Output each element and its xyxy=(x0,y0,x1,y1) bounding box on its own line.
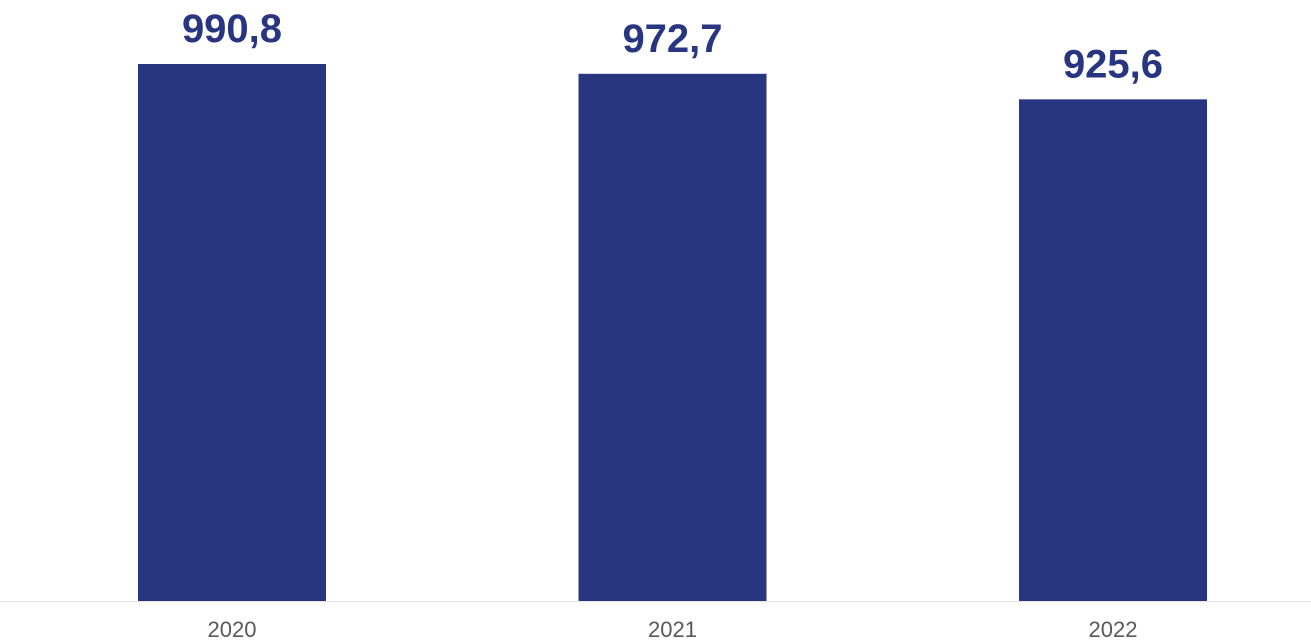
x-tick-labels-group: 2020 2021 2022 xyxy=(208,617,1138,642)
bar-2021 xyxy=(578,73,767,602)
data-label-2021: 972,7 xyxy=(622,17,722,61)
bar-2020 xyxy=(138,64,326,601)
x-tick-label-2021: 2021 xyxy=(648,617,697,642)
data-labels-group: 990,8 972,7 925,6 xyxy=(182,7,1163,86)
bars-group xyxy=(138,64,1207,602)
x-tick-label-2020: 2020 xyxy=(208,617,257,642)
data-label-2022: 925,6 xyxy=(1063,42,1163,86)
x-tick-label-2022: 2022 xyxy=(1089,617,1138,642)
data-label-2020: 990,8 xyxy=(182,7,282,51)
bar-2022 xyxy=(1019,99,1207,602)
